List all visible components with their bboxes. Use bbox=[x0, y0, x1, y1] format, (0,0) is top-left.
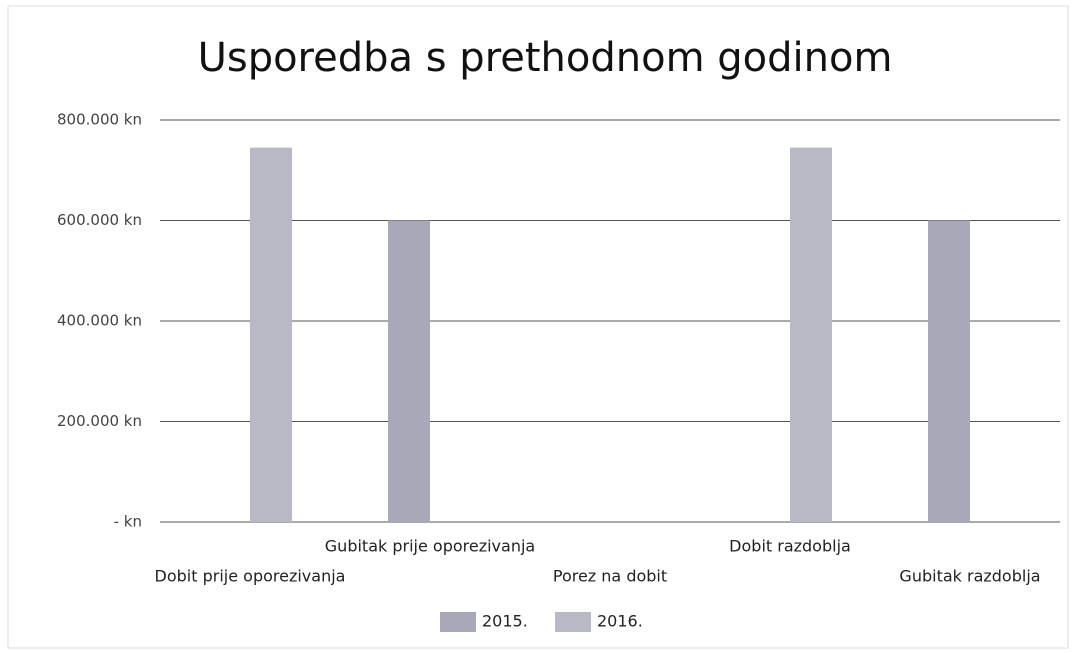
x-tick-label: Dobit razdoblja bbox=[729, 537, 851, 556]
x-tick-label: Dobit prije oporezivanja bbox=[155, 567, 346, 586]
legend-label: 2016. bbox=[597, 612, 643, 631]
y-tick-label: - kn bbox=[114, 513, 142, 531]
bar bbox=[250, 147, 292, 522]
chart-title: Usporedba s prethodnom godinom bbox=[198, 35, 893, 81]
bar bbox=[790, 147, 832, 522]
legend-swatch bbox=[440, 612, 476, 632]
legend-label: 2015. bbox=[482, 612, 528, 631]
x-tick-label: Gubitak razdoblja bbox=[899, 567, 1040, 586]
legend-swatch bbox=[555, 612, 591, 632]
y-tick-label: 800.000 kn bbox=[57, 111, 142, 129]
y-tick-label: 600.000 kn bbox=[57, 211, 142, 229]
bar bbox=[928, 220, 970, 522]
y-tick-label: 400.000 kn bbox=[57, 312, 142, 330]
x-tick-label: Gubitak prije oporezivanja bbox=[325, 537, 535, 556]
y-tick-label: 200.000 kn bbox=[57, 412, 142, 430]
bar bbox=[388, 220, 430, 522]
x-tick-label: Porez na dobit bbox=[553, 567, 667, 586]
chart-frame bbox=[7, 5, 1069, 649]
